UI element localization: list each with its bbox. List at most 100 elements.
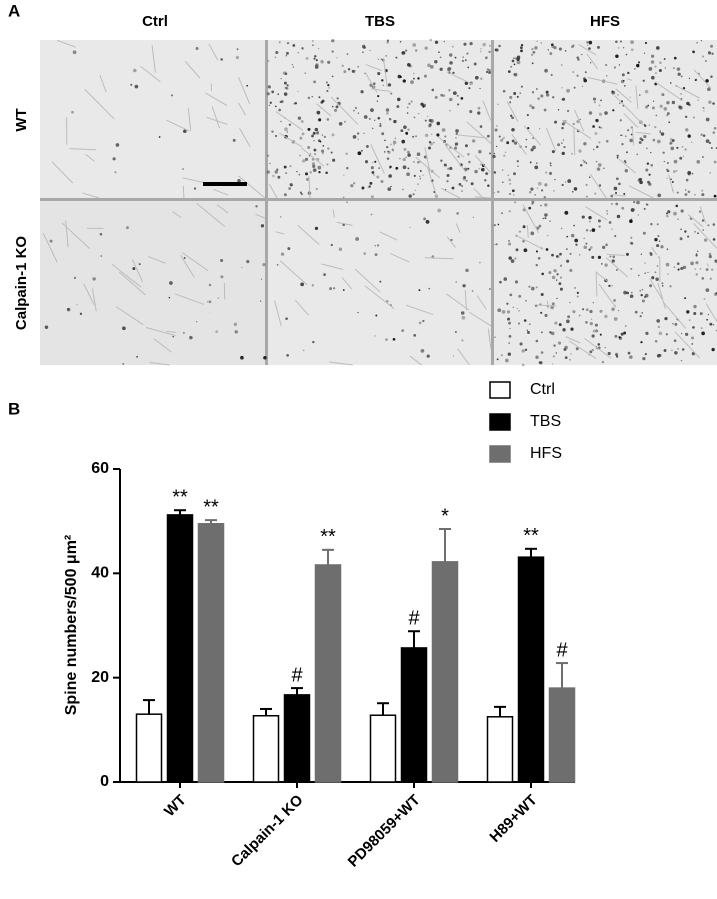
spine-dot xyxy=(509,193,511,195)
spine-dot xyxy=(667,162,669,164)
spine-dot xyxy=(688,77,691,80)
spine-dot xyxy=(443,40,446,43)
spine-dot xyxy=(586,44,589,47)
spine-dot xyxy=(297,51,300,54)
spine-dot xyxy=(597,255,602,260)
spine-dot xyxy=(592,329,596,333)
spine-dot xyxy=(569,359,571,361)
spine-dot xyxy=(566,88,570,93)
spine-dot xyxy=(673,266,676,269)
spine-dot xyxy=(549,164,552,167)
spine-dot xyxy=(645,105,649,109)
spine-dot xyxy=(446,67,451,72)
spine-dot xyxy=(572,71,574,73)
dendrite xyxy=(216,204,229,214)
spine-dot xyxy=(450,238,453,242)
spine-dot xyxy=(637,61,641,64)
spine-dot xyxy=(424,119,427,122)
spine-dot xyxy=(511,128,515,132)
spine-dot xyxy=(408,194,412,198)
dendrite xyxy=(568,340,597,360)
spine-dot xyxy=(711,52,714,55)
spine-dot xyxy=(581,53,583,56)
spine-dot xyxy=(669,285,672,288)
spine-dot xyxy=(461,59,465,63)
dendrite xyxy=(656,82,683,101)
spine-dot xyxy=(114,171,117,174)
spine-dot xyxy=(604,314,608,319)
dendrite xyxy=(239,128,251,148)
spine-dot xyxy=(370,213,373,216)
spine-dot xyxy=(455,137,457,139)
dendrite xyxy=(196,203,226,228)
spine-dot xyxy=(309,170,312,174)
spine-dot xyxy=(548,171,553,175)
spine-dot xyxy=(691,343,694,345)
spine-dot xyxy=(392,337,396,341)
spine-dot xyxy=(701,189,704,192)
spine-dot xyxy=(501,212,503,214)
spine-dot xyxy=(527,331,530,334)
spine-dot xyxy=(386,112,389,115)
spine-dot xyxy=(385,55,387,57)
spine-dot xyxy=(599,333,602,336)
dendrite xyxy=(526,225,529,238)
spine-dot xyxy=(183,257,186,259)
dendrite xyxy=(148,256,166,264)
spine-dot xyxy=(493,171,497,174)
spine-dot xyxy=(299,191,303,194)
spine-dot xyxy=(712,238,716,241)
spine-dot xyxy=(384,151,386,153)
spine-dot xyxy=(668,121,671,124)
spine-dot xyxy=(594,323,598,327)
spine-dot xyxy=(478,168,480,170)
spine-dot xyxy=(519,342,523,346)
spine-dot xyxy=(593,101,596,104)
legend-swatch xyxy=(489,413,511,431)
spine-dot xyxy=(590,62,592,64)
spine-dot xyxy=(434,59,438,64)
dendrite xyxy=(699,206,707,224)
spine-dot xyxy=(277,93,280,96)
dendrite xyxy=(473,187,484,199)
spine-dot xyxy=(285,172,288,175)
spine-dot xyxy=(351,69,355,73)
spine-dot xyxy=(540,204,542,207)
spine-dot xyxy=(511,139,515,143)
spine-dot xyxy=(311,96,313,98)
spine-dot xyxy=(285,55,287,57)
spine-dot xyxy=(446,180,449,183)
spine-dot xyxy=(550,305,554,310)
spine-dot xyxy=(370,108,374,113)
spine-dot xyxy=(327,147,330,150)
spine-dot xyxy=(615,54,619,58)
spine-dot xyxy=(545,93,550,97)
spine-dot xyxy=(447,167,450,170)
spine-dot xyxy=(616,214,621,219)
spine-dot xyxy=(585,183,588,186)
spine-dot xyxy=(345,166,349,170)
spine-dot xyxy=(680,266,684,270)
spine-dot xyxy=(597,163,602,167)
spine-dot xyxy=(540,311,543,314)
spine-dot xyxy=(684,297,687,300)
y-tick-label: 40 xyxy=(91,565,109,582)
spine-dot xyxy=(595,160,598,163)
spine-dot xyxy=(301,132,305,136)
micrographs xyxy=(40,38,717,367)
spine-dot xyxy=(451,186,455,190)
dendrite xyxy=(628,185,654,199)
spine-dot xyxy=(334,108,338,112)
spine-dot xyxy=(138,263,141,266)
spine-dot xyxy=(556,255,560,259)
spine-dot xyxy=(402,157,406,162)
spine-dot xyxy=(454,146,458,150)
spine-dot xyxy=(422,103,427,108)
spine-dot xyxy=(318,171,321,174)
spine-dot xyxy=(561,151,565,156)
spine-dot xyxy=(286,130,289,133)
dendrite xyxy=(605,257,629,278)
spine-dot xyxy=(373,174,375,176)
spine-dot xyxy=(322,145,325,147)
spine-dot xyxy=(703,110,705,112)
